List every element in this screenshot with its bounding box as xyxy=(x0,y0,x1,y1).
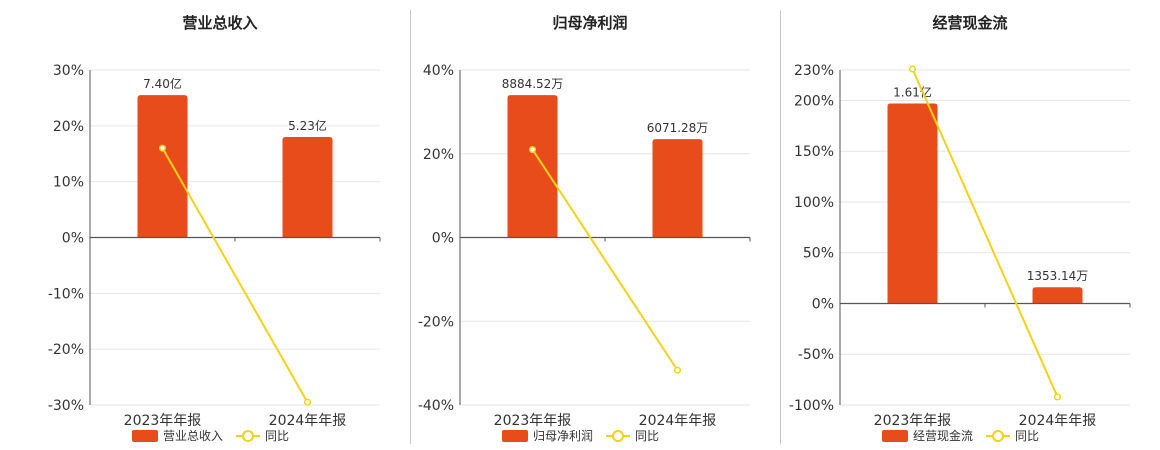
legend-line-marker xyxy=(992,430,1004,442)
y-tick-label: -100% xyxy=(789,398,834,414)
yoy-point xyxy=(673,366,682,374)
y-tick-label: 0% xyxy=(432,231,454,247)
y-tick-label: 20% xyxy=(423,147,454,163)
y-tick-label: 0% xyxy=(62,231,84,247)
bar-data-label: 1.61亿 xyxy=(893,85,932,100)
revenue-chart: 营业总收入 30% 20% 10% 0% -10% -20% -30% 7.40亿 5.23亿 20… xyxy=(48,14,381,443)
chart-panel-revenue: 营业总收入 30% 20% 10% 0% -10% -20% -30% 7.40亿 5.23亿 20… xyxy=(20,0,390,450)
x-category-label: 2023年年报 xyxy=(124,413,202,429)
net-profit-chart: 归母净利润 40% 20% 0% -20% -40% 8884.52万 6071.28万 202… xyxy=(418,14,751,443)
legend-line-label: 同比 xyxy=(635,429,659,443)
chart-title: 经营现金流 xyxy=(932,14,1007,32)
cash-flow-chart: 经营现金流 230% 200% 150% 100% 50% 0% -50% -100% 1.61亿… xyxy=(789,14,1131,443)
y-tick-label: -50% xyxy=(798,347,834,363)
bar xyxy=(282,137,333,238)
y-tick-label: 30% xyxy=(53,63,84,79)
bar-data-label: 1353.14万 xyxy=(1027,269,1089,283)
x-category-label: 2024年年报 xyxy=(639,413,717,429)
panel-divider xyxy=(410,10,411,444)
x-category-label: 2024年年报 xyxy=(269,413,347,429)
y-tick-label: 40% xyxy=(423,63,454,79)
legend-bar-label: 经营现金流 xyxy=(913,428,973,443)
yoy-line xyxy=(161,147,309,403)
y-tick-label: 20% xyxy=(53,119,84,135)
legend-bar-label: 归母净利润 xyxy=(533,429,593,443)
bar xyxy=(887,103,938,304)
yoy-point xyxy=(303,398,312,406)
y-tick-label: -40% xyxy=(418,398,454,414)
y-tick-label: 230% xyxy=(794,63,834,79)
chart-title: 归母净利润 xyxy=(552,14,627,32)
y-tick-label: -30% xyxy=(48,398,84,414)
chart-panel-cash-flow: 经营现金流 230% 200% 150% 100% 50% 0% -50% -100% 1.61亿… xyxy=(770,0,1140,450)
legend-line-label: 同比 xyxy=(265,429,289,443)
legend-line-marker xyxy=(242,430,254,442)
yoy-point xyxy=(908,65,917,73)
chart-panel-net-profit: 归母净利润 40% 20% 0% -20% -40% 8884.52万 6071.28万 202… xyxy=(390,0,760,450)
bar-data-label: 8884.52万 xyxy=(502,77,564,91)
yoy-line xyxy=(911,68,1059,398)
y-tick-label: -20% xyxy=(48,342,84,358)
x-category-label: 2023年年报 xyxy=(874,413,952,429)
x-category-label: 2023年年报 xyxy=(494,413,572,429)
y-tick-label: 50% xyxy=(803,246,834,262)
legend-line-marker xyxy=(612,430,624,442)
legend-bar-swatch xyxy=(132,430,158,442)
bar-data-label: 6071.28万 xyxy=(647,121,709,135)
bar xyxy=(137,95,188,238)
legend-bar-swatch xyxy=(882,430,908,442)
legend-line-label: 同比 xyxy=(1015,429,1039,443)
bar xyxy=(1032,287,1083,304)
bar-data-label: 5.23亿 xyxy=(288,118,327,133)
y-tick-label: 150% xyxy=(794,144,834,160)
x-category-label: 2024年年报 xyxy=(1019,413,1097,429)
y-tick-label: 100% xyxy=(794,195,834,211)
chart-title: 营业总收入 xyxy=(182,14,257,32)
yoy-line xyxy=(531,149,679,371)
y-tick-label: 10% xyxy=(53,175,84,191)
panel-divider xyxy=(780,10,781,444)
y-tick-label: 200% xyxy=(794,93,834,109)
bar xyxy=(652,139,703,238)
y-tick-label: -10% xyxy=(48,286,84,302)
yoy-point xyxy=(1053,393,1062,401)
legend-bar-swatch xyxy=(502,430,528,442)
yoy-point xyxy=(528,146,537,154)
y-tick-label: -20% xyxy=(418,314,454,330)
bar xyxy=(507,95,558,238)
y-tick-label: 0% xyxy=(812,296,834,312)
yoy-point xyxy=(158,144,167,152)
legend-bar-label: 营业总收入 xyxy=(163,429,223,443)
bar-data-label: 7.40亿 xyxy=(143,76,182,91)
